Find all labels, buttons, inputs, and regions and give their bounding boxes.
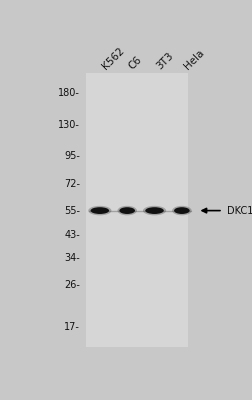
Text: 72-: 72- [64,179,80,189]
Text: 43-: 43- [65,230,80,240]
Text: 130-: 130- [58,120,80,130]
Ellipse shape [172,206,192,215]
Ellipse shape [143,206,166,215]
Ellipse shape [145,207,164,214]
Ellipse shape [88,206,111,215]
Text: 180-: 180- [58,88,80,98]
Text: 3T3: 3T3 [154,50,175,71]
Text: C6: C6 [127,54,144,71]
Text: 95-: 95- [65,151,80,161]
Text: 55-: 55- [64,206,80,216]
Text: Hela: Hela [182,48,206,71]
Ellipse shape [119,207,135,214]
Text: 34-: 34- [65,254,80,264]
Text: 17-: 17- [65,322,80,332]
Text: 26-: 26- [65,280,80,290]
Text: DKC1: DKC1 [227,206,252,216]
Ellipse shape [90,207,109,214]
Ellipse shape [117,206,137,215]
Text: K562: K562 [100,45,126,71]
Ellipse shape [174,207,190,214]
Bar [86,73,188,347]
